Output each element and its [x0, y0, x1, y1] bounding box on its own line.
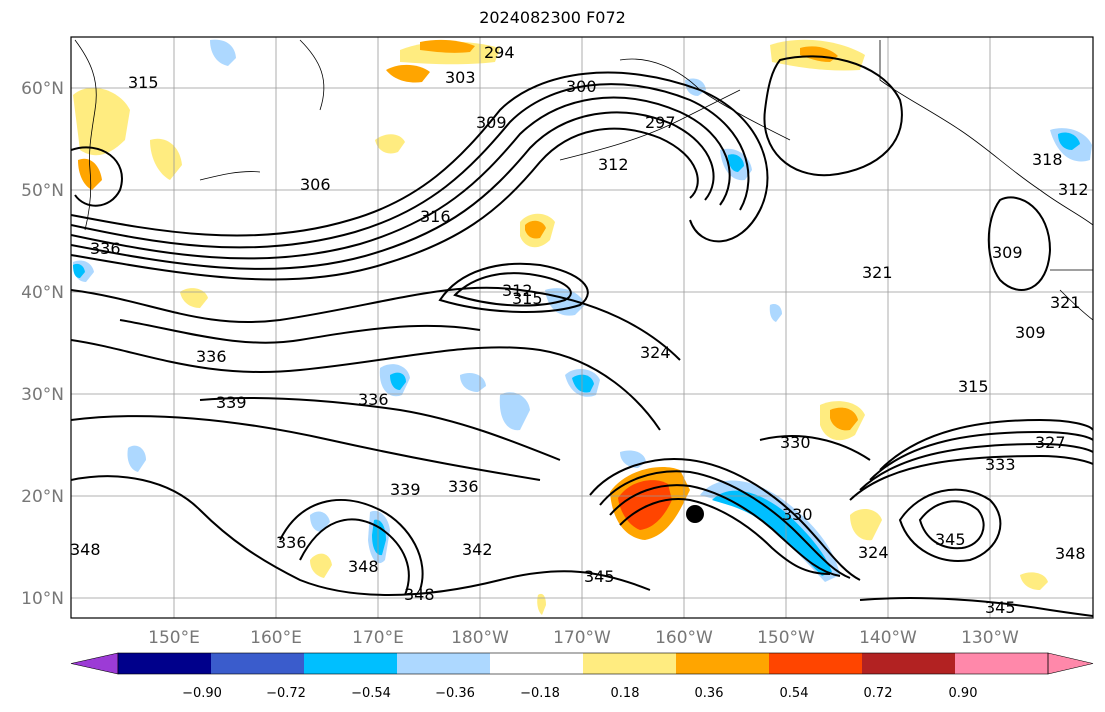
colorbar-tick-label: 0.72	[864, 686, 893, 701]
longitude-labels: 150°E 160°E 170°E 180°W 170°W 160°W 150°…	[148, 628, 1019, 648]
contour-label: 318	[1032, 150, 1063, 169]
contour-labels: 294 303 300 309 297 312 315 306 321 336 …	[70, 43, 1089, 617]
lon-label: 180°W	[451, 628, 509, 648]
colorbar-extend-low	[70, 652, 119, 675]
contour-label: 339	[390, 480, 421, 499]
colorbar-segment	[955, 653, 1049, 674]
colorbar-tick-label: −0.36	[435, 686, 475, 701]
contour-label: 336	[90, 239, 121, 258]
colorbar-segment	[490, 653, 584, 674]
lat-label: 30°N	[21, 385, 64, 405]
map-border	[70, 36, 1094, 619]
colorbar-tick-labels: −0.90 −0.72 −0.54 −0.36 −0.18 0.18 0.36 …	[182, 686, 977, 701]
lon-label: 160°E	[250, 628, 302, 648]
contour-label: 309	[1015, 323, 1046, 342]
lat-label: 40°N	[21, 283, 64, 303]
contour-label: 348	[1055, 544, 1086, 563]
contour-label: 309	[992, 243, 1023, 262]
contour-label: 303	[445, 68, 476, 87]
contour-label: 306	[300, 175, 331, 194]
storm-center-marker	[686, 505, 704, 523]
lat-label: 20°N	[21, 487, 64, 507]
lon-label: 130°W	[961, 628, 1019, 648]
contour-label: 312	[1058, 180, 1089, 199]
contour-label: 294	[484, 43, 515, 62]
lat-label: 50°N	[21, 181, 64, 201]
colorbar-tick-label: −0.72	[266, 686, 306, 701]
lon-label: 160°W	[655, 628, 713, 648]
colorbar-segment	[583, 653, 677, 674]
latitude-labels: 60°N 50°N 40°N 30°N 20°N 10°N	[21, 79, 64, 609]
contour-label: 312	[502, 281, 533, 300]
colorbar-segment	[862, 653, 956, 674]
contour-label: 316	[420, 207, 451, 226]
colorbar-extend-high	[1047, 652, 1094, 675]
contour-label: 348	[404, 585, 435, 604]
contour-label: 324	[640, 343, 671, 362]
colorbar-tick-label: 0.90	[949, 686, 978, 701]
contour-label: 321	[1050, 293, 1081, 312]
contour-label: 300	[566, 77, 597, 96]
lon-label: 170°E	[352, 628, 404, 648]
colorbar-tick-label: −0.90	[182, 686, 222, 701]
contour-label: 309	[476, 113, 507, 132]
lat-label: 10°N	[21, 589, 64, 609]
contour-label: 330	[782, 505, 813, 524]
colorbar-segment	[676, 653, 770, 674]
colorbar-border	[117, 652, 1049, 675]
colorbar-segment	[397, 653, 491, 674]
contour-label: 345	[935, 530, 966, 549]
contour-label: 312	[598, 155, 629, 174]
contour-label: 324	[858, 543, 889, 562]
colorbar-tick-label: −0.54	[351, 686, 391, 701]
contour-label: 315	[512, 289, 543, 308]
contour-label: 348	[348, 557, 379, 576]
lon-label: 170°W	[553, 628, 611, 648]
colorbar-tick-label: 0.54	[780, 686, 809, 701]
lon-label: 140°W	[859, 628, 917, 648]
contour-label: 345	[985, 598, 1016, 617]
lat-label: 60°N	[21, 79, 64, 99]
colorbar-segment	[118, 653, 212, 674]
lon-label: 150°E	[148, 628, 200, 648]
contour-label: 315	[958, 377, 989, 396]
colorbar	[70, 652, 1094, 675]
gridlines	[71, 37, 1093, 618]
contour-label: 327	[1035, 433, 1066, 452]
contour-label: 321	[862, 263, 893, 282]
colorbar-tick-label: 0.36	[695, 686, 724, 701]
lon-label: 150°W	[757, 628, 815, 648]
contour-label: 339	[216, 393, 247, 412]
contour-label: 348	[70, 540, 101, 559]
contours	[71, 55, 1093, 617]
contour-label: 336	[448, 477, 479, 496]
contour-label: 330	[780, 433, 811, 452]
colorbar-tick-label: −0.18	[520, 686, 560, 701]
colorbar-segment	[304, 653, 398, 674]
colorbar-segment	[211, 653, 305, 674]
contour-label: 336	[276, 533, 307, 552]
contour-label: 297	[645, 113, 676, 132]
colorbar-tick-label: 0.18	[611, 686, 640, 701]
contour-label: 336	[358, 390, 389, 409]
colorbar-segment	[769, 653, 863, 674]
contour-label: 333	[985, 455, 1016, 474]
contour-label: 315	[128, 73, 159, 92]
contour-label: 336	[196, 347, 227, 366]
map-title: 2024082300 F072	[479, 8, 626, 27]
contour-label: 345	[584, 567, 615, 586]
contour-label: 342	[462, 540, 493, 559]
